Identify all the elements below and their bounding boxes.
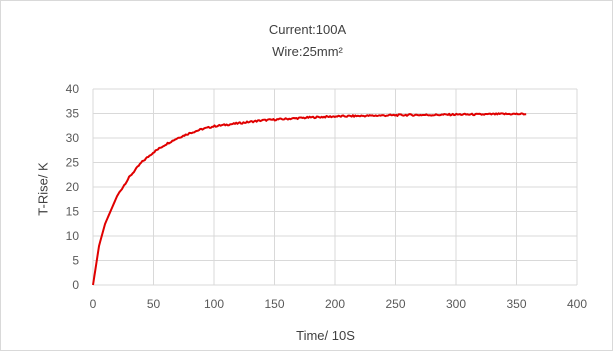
x-tick-label-7: 350 xyxy=(506,297,526,311)
y-tick-label-5: 25 xyxy=(66,156,80,170)
x-axis-ticks: 0 50 100 150 200 250 300 350 400 xyxy=(90,297,588,311)
series-layer xyxy=(92,112,527,286)
x-tick-label-5: 250 xyxy=(385,297,405,311)
series-line-0 xyxy=(92,112,527,286)
grid xyxy=(92,88,578,286)
chart-subtitle: Wire:25mm² xyxy=(272,44,343,59)
x-tick-label-8: 400 xyxy=(567,297,587,311)
y-tick-label-3: 15 xyxy=(66,205,80,219)
x-tick-label-1: 50 xyxy=(147,297,161,311)
y-tick-label-2: 10 xyxy=(66,229,80,243)
y-tick-label-4: 20 xyxy=(66,180,80,194)
x-tick-label-0: 0 xyxy=(90,297,97,311)
y-axis-label: T-Rise/ K xyxy=(35,162,51,216)
x-tick-label-4: 200 xyxy=(325,297,345,311)
y-tick-label-0: 0 xyxy=(72,278,79,292)
y-tick-label-7: 35 xyxy=(66,107,80,121)
x-tick-label-2: 100 xyxy=(204,297,224,311)
x-axis-label: Time/ 10S xyxy=(296,328,355,343)
y-tick-label-6: 30 xyxy=(66,131,80,145)
y-tick-label-1: 5 xyxy=(72,254,79,268)
x-tick-label-6: 300 xyxy=(446,297,466,311)
y-axis-ticks: 0 5 10 15 20 25 30 35 40 xyxy=(66,82,80,292)
y-tick-label-8: 40 xyxy=(66,82,80,96)
x-tick-label-3: 150 xyxy=(264,297,284,311)
chart-title: Current:100A xyxy=(268,22,347,37)
